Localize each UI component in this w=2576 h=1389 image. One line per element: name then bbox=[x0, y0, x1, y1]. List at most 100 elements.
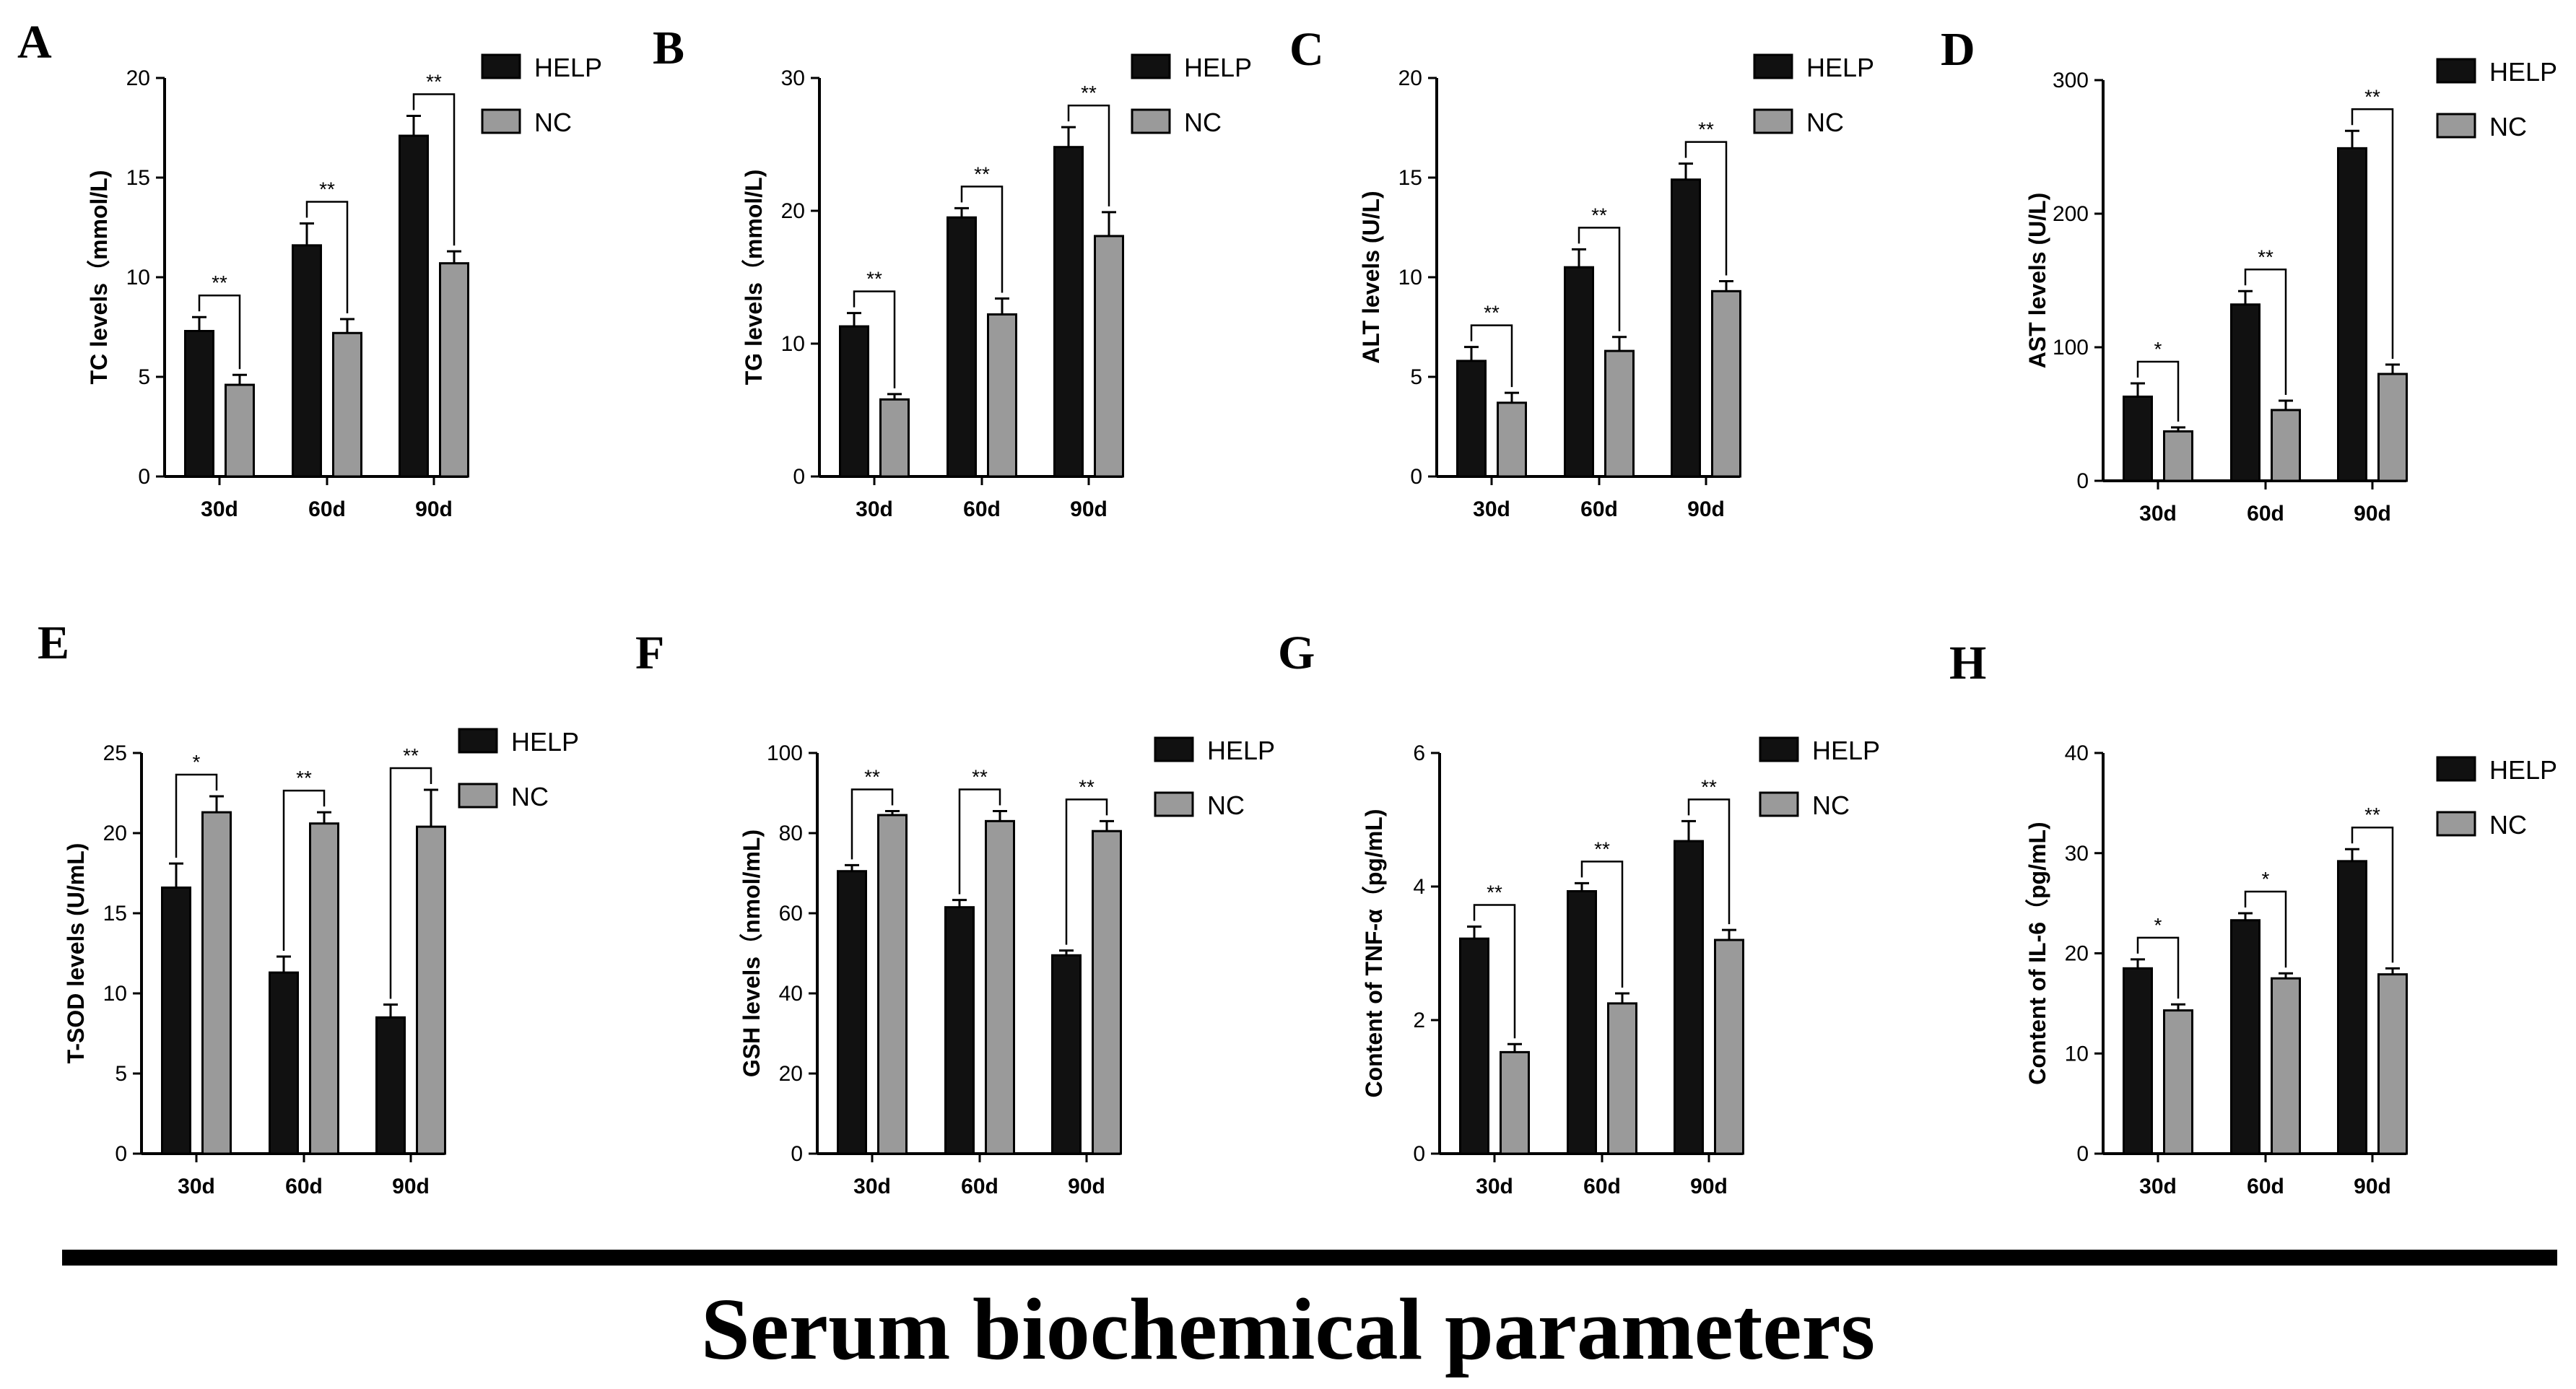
y-tick-label: 0 bbox=[1413, 1142, 1425, 1166]
significance-bracket bbox=[1473, 904, 1516, 1039]
legend-label: NC bbox=[1184, 108, 1222, 137]
significance-bracket bbox=[198, 294, 241, 370]
panel-letter: F bbox=[635, 627, 664, 679]
legend-swatch-nc bbox=[1131, 108, 1171, 134]
legend-swatch-help bbox=[1753, 53, 1793, 79]
legend-swatch-nc bbox=[1759, 791, 1799, 817]
panel-letter: A bbox=[17, 16, 52, 69]
x-tick-label: 60d bbox=[2247, 1175, 2284, 1198]
significance-label: ** bbox=[319, 178, 335, 200]
y-tick-label: 6 bbox=[1413, 741, 1425, 765]
bar-nc bbox=[987, 313, 1017, 478]
bar-help bbox=[1051, 954, 1082, 1155]
significance-bracket bbox=[960, 186, 1004, 293]
x-tick-label: 30d bbox=[856, 497, 893, 521]
significance-bracket bbox=[1067, 104, 1110, 206]
y-axis-label: TC levels（mmol/L) bbox=[86, 170, 112, 385]
legend-swatch-nc bbox=[2436, 113, 2476, 139]
y-tick-label: 80 bbox=[779, 822, 803, 845]
y-tick-label: 5 bbox=[1410, 365, 1422, 389]
y-tick-label: 0 bbox=[1410, 465, 1422, 489]
significance-bracket bbox=[1684, 141, 1728, 276]
legend-label: HELP bbox=[1207, 736, 1275, 765]
y-tick-label: 30 bbox=[2065, 842, 2089, 866]
x-tick-label: 30d bbox=[1476, 1175, 1513, 1198]
significance-label: ** bbox=[1081, 82, 1097, 104]
y-tick-label: 5 bbox=[138, 365, 150, 389]
legend-label: HELP bbox=[2489, 755, 2557, 785]
significance-label: ** bbox=[974, 162, 990, 185]
y-tick-label: 20 bbox=[103, 822, 127, 845]
legend-swatch-help bbox=[2436, 756, 2476, 782]
y-tick-label: 20 bbox=[1398, 66, 1422, 90]
significance-label: ** bbox=[426, 70, 442, 92]
bar-help bbox=[839, 325, 869, 478]
bar-nc bbox=[1604, 349, 1635, 478]
legend-label: NC bbox=[511, 782, 549, 811]
legend-swatch-help bbox=[1131, 53, 1171, 79]
bar-help bbox=[944, 906, 975, 1155]
y-tick-label: 200 bbox=[2053, 202, 2089, 226]
y-tick-label: 0 bbox=[791, 1142, 803, 1166]
y-tick-label: 5 bbox=[115, 1062, 127, 1086]
y-tick-label: 0 bbox=[2076, 1142, 2089, 1166]
significance-label: ** bbox=[1079, 775, 1095, 798]
significance-label: * bbox=[2154, 914, 2162, 936]
y-tick-label: 10 bbox=[103, 982, 127, 1006]
bar-nc bbox=[2271, 409, 2301, 482]
y-tick-label: 300 bbox=[2053, 69, 2089, 92]
bar-nc bbox=[332, 331, 362, 478]
legend-swatch-nc bbox=[2436, 811, 2476, 837]
x-tick-label: 90d bbox=[2354, 502, 2391, 526]
significance-bracket bbox=[2136, 936, 2180, 999]
bar-help bbox=[161, 886, 191, 1155]
x-tick-label: 30d bbox=[853, 1175, 891, 1198]
legend-swatch-help bbox=[1759, 736, 1799, 762]
legend-swatch-nc bbox=[1753, 108, 1793, 134]
x-tick-label: 60d bbox=[2247, 502, 2284, 526]
legend-label: NC bbox=[2489, 112, 2527, 141]
y-tick-label: 4 bbox=[1413, 875, 1425, 899]
significance-label: ** bbox=[2258, 245, 2273, 268]
y-tick-label: 10 bbox=[2065, 1042, 2089, 1066]
bar-help bbox=[375, 1016, 406, 1155]
significance-bracket bbox=[853, 290, 896, 388]
x-tick-label: 90d bbox=[392, 1175, 430, 1198]
significance-bracket bbox=[282, 789, 326, 951]
y-tick-label: 10 bbox=[1398, 266, 1422, 289]
significance-label: ** bbox=[2364, 85, 2380, 108]
significance-bracket bbox=[2244, 890, 2287, 968]
y-tick-label: 15 bbox=[103, 902, 127, 926]
significance-label: ** bbox=[1487, 881, 1502, 904]
bar-nc bbox=[1094, 235, 1124, 478]
legend-swatch-help bbox=[458, 728, 498, 754]
legend-swatch-help bbox=[2436, 58, 2476, 84]
y-tick-label: 15 bbox=[1398, 166, 1422, 190]
bar-nc bbox=[1714, 939, 1744, 1155]
significance-bracket bbox=[305, 201, 349, 313]
y-axis-label: AST levels (U/L) bbox=[2024, 193, 2050, 369]
panel-letter: B bbox=[653, 22, 684, 74]
legend-swatch-help bbox=[1154, 736, 1194, 762]
y-tick-label: 2 bbox=[1413, 1009, 1425, 1032]
significance-label: ** bbox=[1698, 118, 1714, 141]
bar-help bbox=[1564, 266, 1594, 478]
y-tick-label: 10 bbox=[126, 266, 150, 289]
y-axis-label: Content of TNF-α（pg/mL) bbox=[1361, 809, 1387, 1097]
bar-help bbox=[1567, 889, 1597, 1155]
bar-help bbox=[2337, 147, 2367, 482]
caption-divider bbox=[62, 1250, 2557, 1266]
y-axis-label: TG levels（mmol/L) bbox=[741, 170, 767, 386]
significance-bracket bbox=[2244, 269, 2287, 395]
bar-help bbox=[2123, 395, 2153, 482]
legend-swatch-help bbox=[481, 53, 521, 79]
bar-nc bbox=[1607, 1002, 1637, 1155]
bar-help bbox=[2123, 967, 2153, 1155]
bar-nc bbox=[416, 825, 446, 1155]
significance-label: ** bbox=[1594, 837, 1610, 860]
legend-label: NC bbox=[2489, 810, 2527, 840]
bar-help bbox=[399, 134, 429, 478]
y-tick-label: 60 bbox=[779, 902, 803, 926]
significance-label: ** bbox=[1484, 302, 1500, 324]
